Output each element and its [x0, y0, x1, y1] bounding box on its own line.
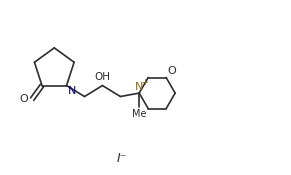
Text: +: + [142, 78, 148, 87]
Text: N: N [134, 82, 143, 92]
Text: O: O [19, 94, 29, 104]
Text: OH: OH [95, 72, 111, 82]
Text: Me: Me [132, 109, 146, 119]
Text: N: N [68, 86, 76, 96]
Text: I⁻: I⁻ [117, 152, 127, 165]
Text: O: O [168, 66, 176, 76]
